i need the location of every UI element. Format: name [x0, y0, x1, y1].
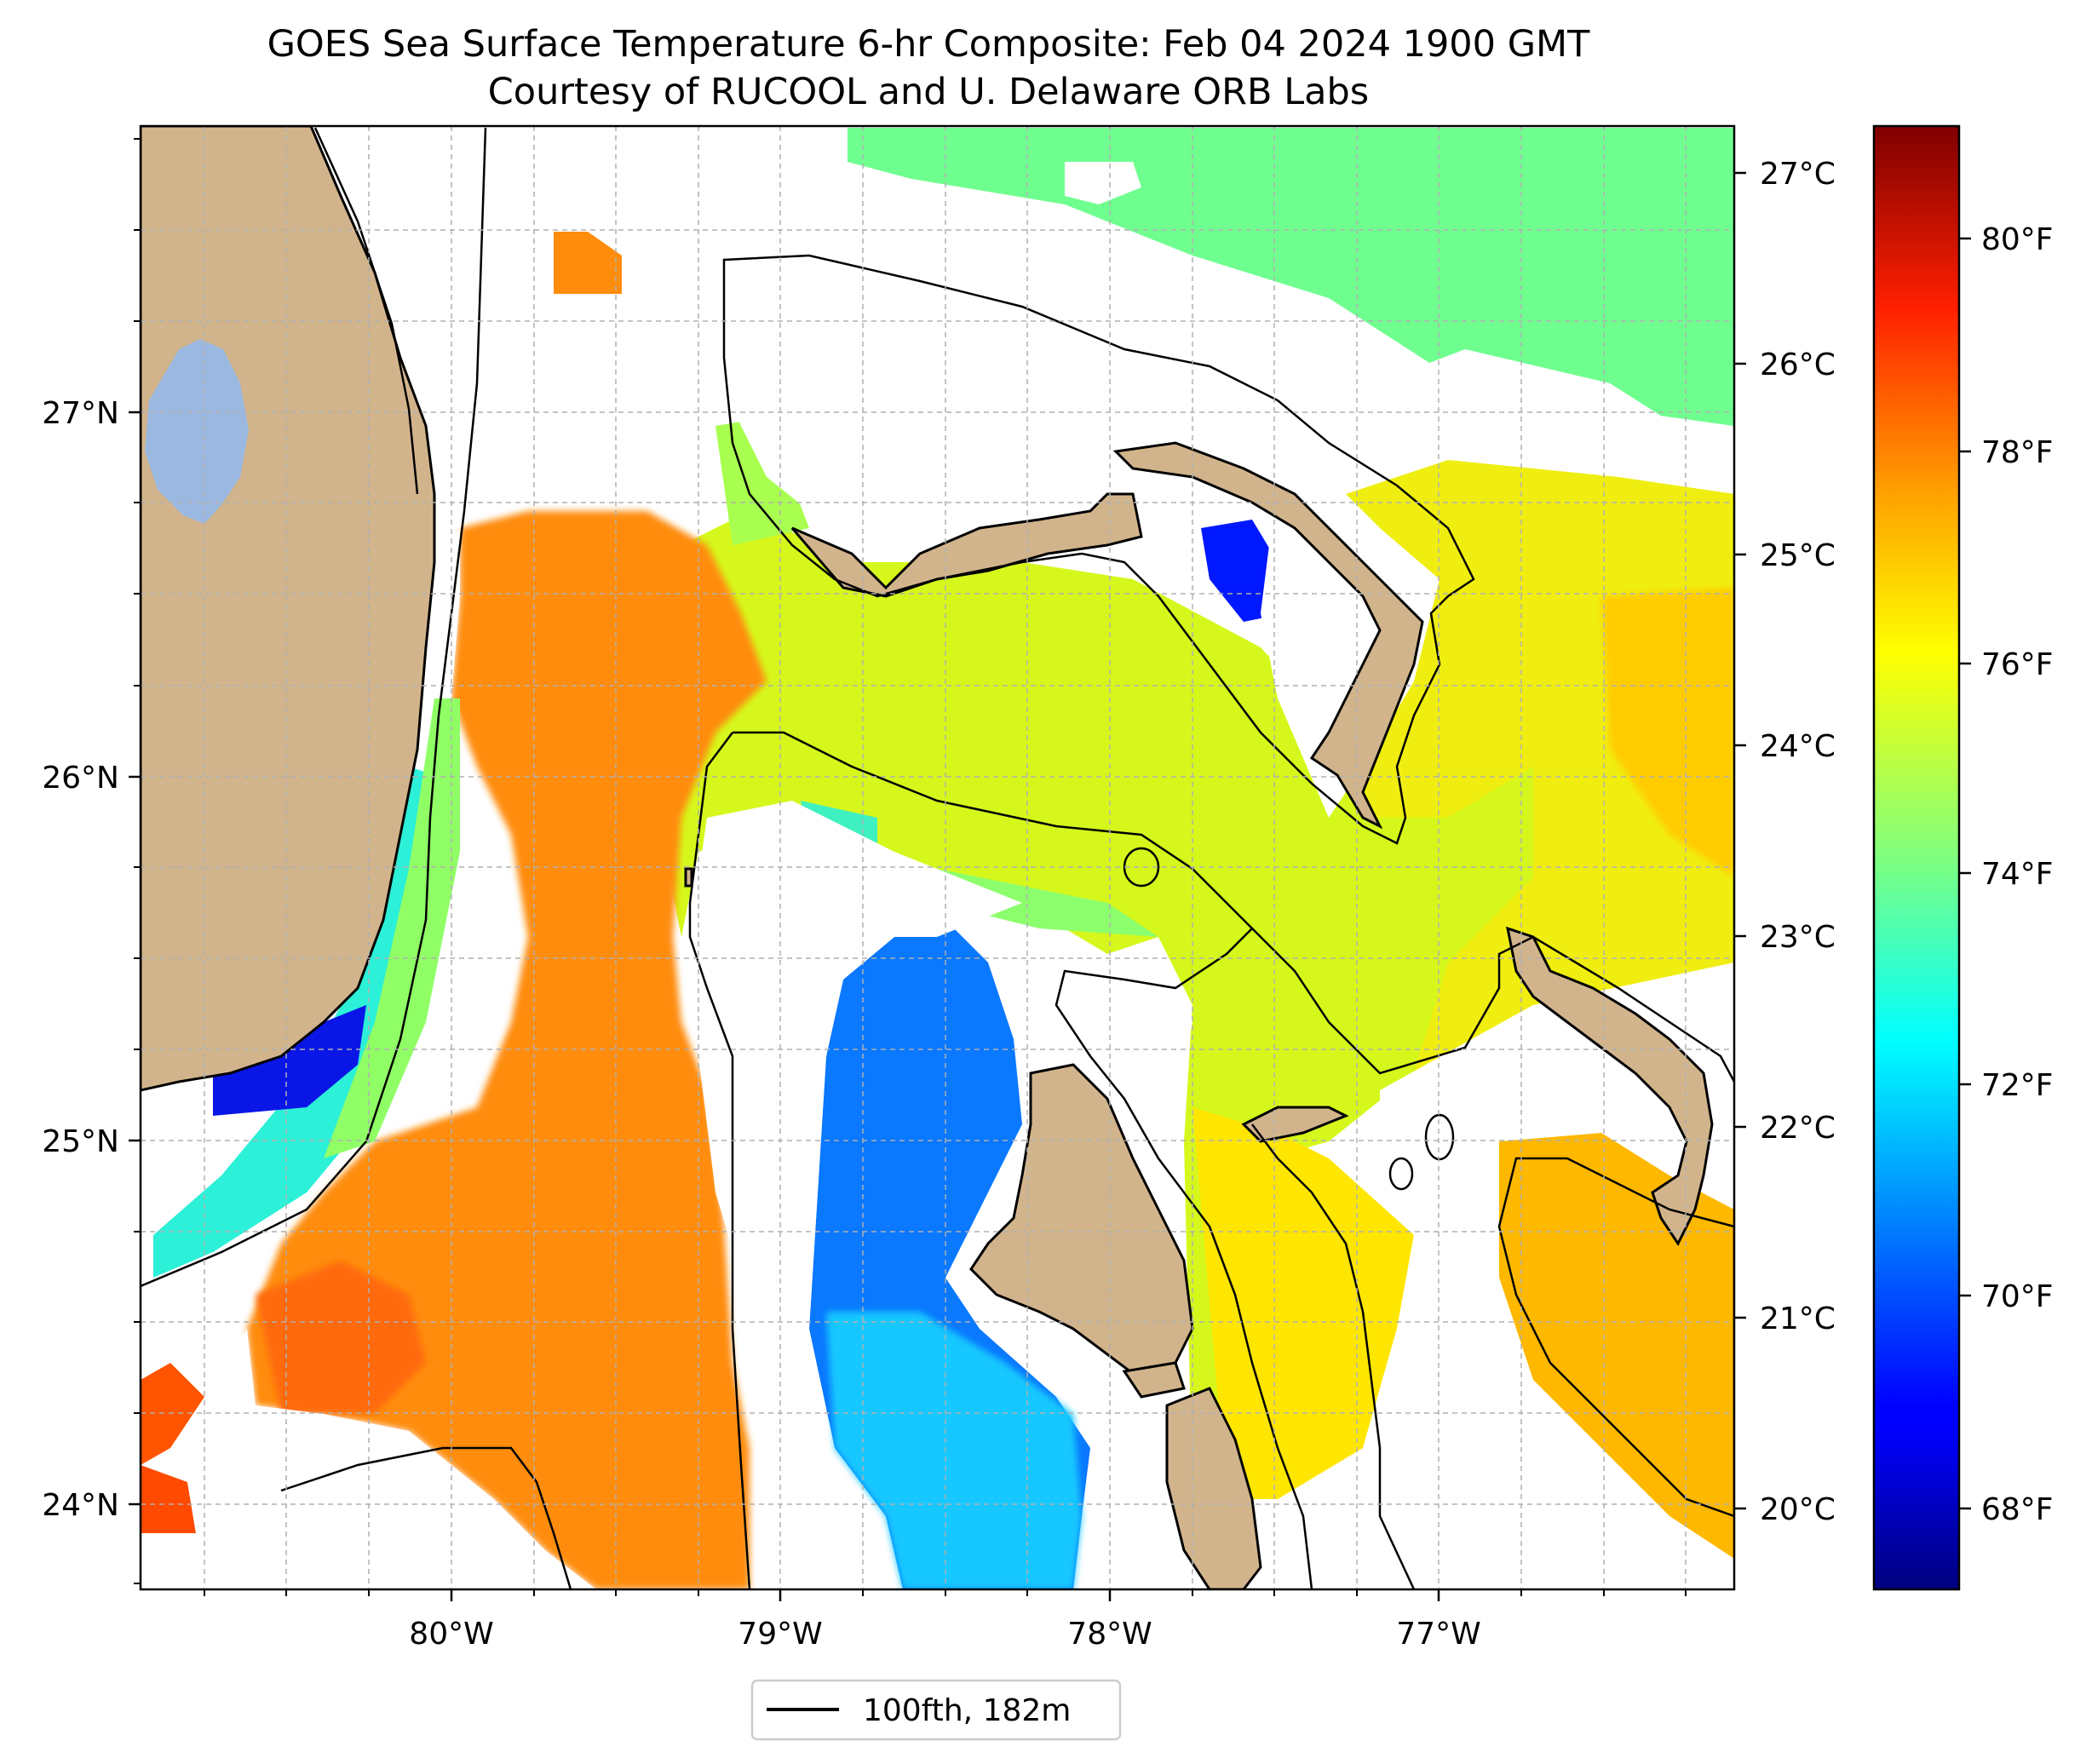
legend-label: 100fth, 182m — [863, 1693, 1071, 1728]
sst-red-specks — [141, 1465, 196, 1533]
bimini — [684, 867, 693, 888]
celsius-axis: 27°C 26°C 25°C 24°C 23°C 22°C 21°C 20°C — [1734, 157, 1836, 1527]
lon-label-77w: 77°W — [1396, 1617, 1480, 1652]
andros-south — [1165, 1387, 1262, 1589]
cloud-gap-north — [1065, 162, 1141, 204]
colorbar: 80°F 78°F 76°F 74°F 72°F 70°F 68°F — [1872, 124, 2054, 1591]
andros-middle — [1122, 1361, 1186, 1399]
title-line-1: GOES Sea Surface Temperature 6-hr Compos… — [267, 23, 1591, 66]
sst-yellow-south — [1192, 1107, 1414, 1499]
title-line-2: Courtesy of RUCOOL and U. Delaware ORB L… — [488, 71, 1369, 113]
cloud-gap-andros-west — [690, 801, 1022, 1329]
gridlines — [141, 126, 1734, 1589]
fahrenheit-label-68: 68°F — [1981, 1492, 2054, 1527]
fahrenheit-label-78: 78°F — [1981, 435, 2054, 470]
celsius-label-21: 21°C — [1760, 1301, 1836, 1336]
map-area — [141, 126, 1734, 1589]
cloud-gap-abaco — [1261, 477, 1440, 818]
sst-orange-deep — [256, 1261, 426, 1414]
sst-orange-specks — [141, 1363, 204, 1465]
isobath-little-bahama-bank — [722, 254, 1475, 845]
eleuthera — [1506, 926, 1714, 1246]
isobath-tongue-west — [688, 732, 751, 1589]
isobath-exuma-sound — [1497, 1157, 1734, 1518]
isobath-bank-east — [1251, 928, 1734, 1083]
minor-ticks — [134, 138, 1687, 1596]
fahrenheit-label-70: 70°F — [1981, 1279, 2054, 1314]
cloud-gap-bank — [1312, 1235, 1734, 1589]
celsius-label-24: 24°C — [1760, 729, 1836, 764]
lon-label-80w: 80°W — [409, 1617, 493, 1652]
sst-green-north — [848, 128, 1734, 426]
isobath-island-1 — [1424, 1113, 1455, 1161]
colorbar-gradient — [1872, 124, 1961, 1591]
isobath-florida-shelf — [141, 127, 487, 1288]
lat-label-27n: 27°N — [42, 396, 119, 431]
map-frame — [139, 124, 1736, 1591]
celsius-label-26: 26°C — [1760, 348, 1836, 382]
sst-orange-east — [1601, 588, 1734, 877]
lat-label-26n: 26°N — [42, 761, 119, 796]
land — [141, 126, 1714, 1589]
celsius-label-20: 20°C — [1760, 1492, 1836, 1527]
lat-axis: 27°N 26°N 25°N 24°N — [42, 396, 141, 1523]
isobath-florida-inner — [313, 127, 419, 495]
isobath-great-bahama-bank — [733, 731, 1313, 1589]
sst-field — [141, 128, 1734, 1589]
lon-axis: 80°W 79°W 78°W 77°W — [409, 1589, 1481, 1652]
celsius-label-25: 25°C — [1760, 538, 1836, 573]
sst-keys-blue — [213, 1005, 366, 1116]
fahrenheit-label-80: 80°F — [1981, 222, 2054, 257]
lat-label-24n: 24°N — [42, 1488, 119, 1523]
lon-label-78w: 78°W — [1067, 1617, 1152, 1652]
celsius-label-23: 23°C — [1760, 920, 1836, 955]
exuma-cays — [1241, 1106, 1349, 1143]
lon-label-79w: 79°W — [738, 1617, 822, 1652]
lat-label-25n: 25°N — [42, 1124, 119, 1159]
sst-green-edge-west — [715, 417, 809, 545]
sst-coastal-green — [324, 698, 460, 1158]
isobath-south — [1251, 1123, 1416, 1589]
abaco — [1112, 441, 1424, 830]
lake-okeechobee — [145, 339, 249, 524]
sst-totto-cyan — [826, 1312, 1082, 1589]
fahrenheit-label-76: 76°F — [1981, 647, 2054, 682]
andros-island — [969, 1063, 1194, 1382]
sst-orange-north-patch — [554, 232, 622, 294]
legend: 100fth, 182m — [750, 1679, 1122, 1741]
fahrenheit-label-72: 72°F — [1981, 1068, 2054, 1103]
legend-box — [750, 1679, 1122, 1741]
cloud-gap-grand-bahama-bank — [724, 256, 1329, 545]
cloud-gap-northeast — [1354, 349, 1704, 477]
isobath-contours — [141, 127, 1734, 1589]
celsius-label-22: 22°C — [1760, 1111, 1836, 1146]
isobath-island-2 — [1388, 1157, 1414, 1191]
fahrenheit-label-74: 74°F — [1981, 857, 2054, 892]
isobath-cuba-shelf — [280, 1446, 572, 1589]
celsius-label-27: 27°C — [1760, 157, 1836, 192]
